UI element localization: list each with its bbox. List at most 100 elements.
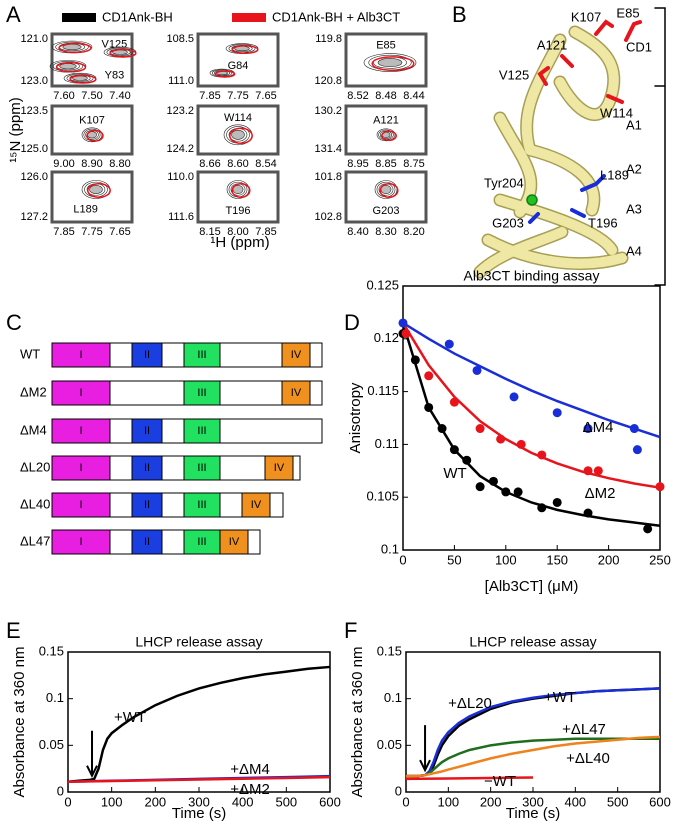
series-label: ΔM4 [583,419,614,436]
y-tick-label: 108.5 [166,33,194,45]
y-tick-label: 123.5 [20,105,48,117]
data-line [406,687,661,778]
x-tick-label: 7.85 [199,90,220,102]
x-tick-label: 600 [319,794,341,809]
y-tick-label: 121.0 [20,33,48,45]
data-point [593,466,603,476]
addition-arrow [419,725,431,773]
legend-label: CD1Ank-BH [102,9,173,24]
domain-label: IV [229,536,240,548]
x-axis-title: Time (s) [172,805,226,821]
data-line [406,687,661,778]
x-tick-label: 7.60 [53,90,74,102]
residue-label: E85 [616,5,639,20]
domain-label: III [197,425,206,437]
domain-box [51,418,111,444]
y-tick-label: 0.15 [39,643,64,658]
panel-label: E [6,618,21,643]
peak-contour [379,183,399,198]
x-tick-label: 50 [447,552,461,567]
data-point [462,455,472,465]
data-line [405,776,534,781]
data-point [629,424,639,434]
x-tick-label: 8.60 [227,158,248,170]
construct-name: ΔL47 [20,533,50,548]
y-tick-label: 0 [395,783,402,798]
x-tick-label: 8.75 [403,158,424,170]
data-point [632,445,642,455]
y-tick-label: 124.2 [166,143,194,155]
domain-label: III [197,462,206,474]
y-tick-label: 0.1 [381,541,399,556]
data-point [475,424,485,434]
panel-label: D [344,310,360,335]
spectrum-frame [196,32,280,88]
domain-box [264,455,294,481]
fit-line [402,321,661,439]
domain-label: III [197,499,206,511]
domain-box [183,418,221,444]
residue-label: K107 [79,114,105,126]
peak-contour [89,185,103,194]
x-tick-label: 7.65 [255,90,276,102]
x-tick-label: 8.48 [375,90,396,102]
data-line [67,665,331,783]
residue-label: G203 [492,215,524,230]
residue-label: T196 [588,215,618,230]
series-label: +WT [544,689,576,706]
series-label: +ΔL47 [562,721,606,738]
data-point [488,476,498,486]
data-point [509,392,519,402]
region-label: A4 [626,243,642,258]
y-tick-label: 119.8 [315,33,342,45]
construct-name: ΔL40 [20,496,50,511]
y-axis-title: Absorbance at 360 nm [349,647,366,798]
construct-name: ΔL20 [20,459,50,474]
residue-label: G203 [373,205,400,217]
data-point [513,487,523,497]
residue-label: V125 [499,67,529,82]
x-tick-label: 8.00 [227,226,248,238]
series-label: +WT [114,709,146,726]
domain-box [131,342,163,368]
data-point [583,466,593,476]
x-tick-label: 250 [649,552,671,567]
data-point [537,450,547,460]
data-line [67,775,331,783]
y-tick-label: 130.2 [314,105,342,117]
construct-name: WT [20,346,40,361]
data-point [410,355,420,365]
domain-label: III [197,349,206,361]
x-tick-label: 7.65 [109,226,130,238]
series-label: +ΔL40 [566,750,610,767]
x-tick-label: 7.85 [53,226,74,238]
x-tick-label: 500 [275,794,297,809]
domain-label: IV [291,387,302,399]
panel-label: B [452,2,467,27]
data-point [501,487,511,497]
panel-label: F [344,618,357,643]
nmr-x-label: ¹H (ppm) [210,234,269,251]
y-tick-label: 0.1 [384,690,402,705]
data-point [583,424,593,434]
x-tick-label: 150 [546,552,568,567]
residue-label: L189 [73,203,97,215]
data-point [655,482,665,492]
domain-box [183,529,221,555]
x-tick-label: 500 [607,794,629,809]
peak-contour [371,56,415,72]
data-point [472,365,482,375]
domain-box [281,342,311,368]
domain-label: I [79,387,82,399]
y-tick-label: 0.12 [374,330,399,345]
peak-contour [81,127,103,143]
residue-label: K107 [571,9,601,24]
domain-label: I [79,499,82,511]
data-point [437,424,447,434]
y-tick-label: 111.0 [168,75,194,87]
peak-contour [58,42,92,54]
chart-title: Alb3CT binding assay [464,268,600,284]
protein-structure [473,7,666,286]
domain-box [51,342,111,368]
